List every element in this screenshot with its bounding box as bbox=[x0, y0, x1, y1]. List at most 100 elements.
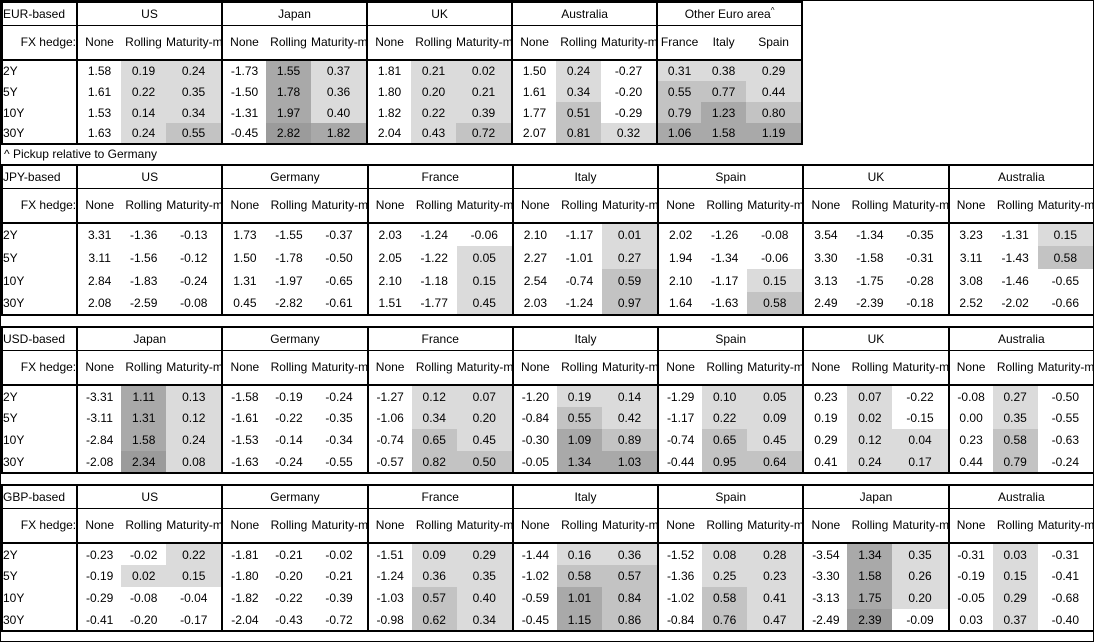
value-cell: -0.08 bbox=[947, 385, 993, 407]
fx-hedge-column-header: Maturity-matched bbox=[456, 350, 513, 386]
fx-hedge-column-header: Rolling bbox=[266, 350, 312, 386]
value-cell: 0.03 bbox=[947, 609, 993, 631]
value-cell: 3.54 bbox=[802, 223, 848, 246]
fx-hedge-column-header: None bbox=[657, 350, 703, 386]
value-cell: -0.44 bbox=[657, 451, 703, 473]
value-cell: 1.50 bbox=[221, 246, 267, 269]
value-cell: 0.02 bbox=[847, 407, 893, 429]
tenor-label: 2Y bbox=[3, 547, 18, 562]
value-cell: 0.65 bbox=[702, 429, 748, 451]
value-cell: 0.19 bbox=[556, 385, 602, 407]
value-cell: 0.03 bbox=[992, 543, 1038, 565]
fx-hedge-column-header: Maturity-matched bbox=[456, 508, 513, 544]
value-cell: 0.62 bbox=[411, 609, 457, 631]
country-header: Japan bbox=[802, 485, 949, 509]
country-name: UK bbox=[867, 331, 885, 346]
tenor-label: 30Y bbox=[3, 126, 25, 140]
country-header: US bbox=[76, 485, 223, 509]
value-cell: -0.27 bbox=[614, 64, 643, 78]
tenor-label: 2Y bbox=[3, 228, 18, 242]
country-header: Italy bbox=[511, 485, 659, 509]
value-cell: 2.52 bbox=[947, 292, 993, 315]
value-cell: 1.82 bbox=[366, 102, 412, 123]
value-cell: -2.02 bbox=[1001, 296, 1029, 310]
fx-hedge-column-header: Maturity-matched bbox=[892, 188, 949, 224]
value-cell: 1.97 bbox=[266, 102, 312, 123]
value-cell: 1.61 bbox=[511, 81, 557, 102]
value-cell: -0.98 bbox=[366, 609, 412, 631]
value-cell: 0.36 bbox=[411, 565, 457, 587]
value-cell: 1.55 bbox=[266, 60, 312, 81]
value-cell: 0.81 bbox=[556, 123, 602, 144]
value-cell: -0.06 bbox=[761, 250, 789, 265]
value-cell: 0.58 bbox=[702, 587, 748, 609]
value-cell: -0.74 bbox=[657, 429, 703, 451]
fx-hedge-column-header: Rolling bbox=[702, 350, 748, 386]
value-cell: -1.02 bbox=[657, 587, 703, 609]
value-cell: -0.65 bbox=[325, 273, 353, 288]
value-cell: -0.72 bbox=[325, 612, 353, 627]
value-cell: 0.35 bbox=[166, 81, 223, 102]
value-cell: -1.36 bbox=[130, 228, 158, 242]
fx-hedge-column-header: Maturity-matched bbox=[166, 350, 223, 386]
country-header: UK bbox=[366, 2, 513, 26]
value-cell: 2.34 bbox=[121, 451, 167, 473]
base-currency-label: GBP-based bbox=[2, 485, 78, 509]
value-cell: -0.34 bbox=[325, 433, 353, 447]
value-cell: 0.55 bbox=[556, 407, 602, 429]
value-cell: 0.22 bbox=[702, 407, 748, 429]
value-cell: -0.24 bbox=[275, 454, 303, 469]
value-cell: 0.35 bbox=[992, 407, 1038, 429]
country-name: UK bbox=[867, 169, 885, 184]
country-name: Germany bbox=[270, 331, 320, 346]
value-cell: 1.03 bbox=[601, 451, 659, 473]
value-cell: -1.46 bbox=[1001, 273, 1029, 288]
fx-hedge-column-header: None bbox=[802, 508, 848, 544]
value-cell: 0.23 bbox=[802, 385, 848, 407]
country-name: Italy bbox=[574, 331, 597, 346]
value-cell: 1.73 bbox=[221, 223, 267, 246]
country-header: Japan bbox=[76, 327, 223, 351]
value-cell: -1.58 bbox=[856, 250, 884, 265]
country-name: Italy bbox=[574, 489, 597, 504]
country-header: France bbox=[366, 327, 513, 351]
country-name: Japan bbox=[133, 331, 167, 346]
country-header: Italy bbox=[511, 165, 659, 189]
value-cell: -1.03 bbox=[366, 587, 412, 609]
value-cell: -0.20 bbox=[275, 569, 303, 583]
value-cell: 0.37 bbox=[992, 609, 1038, 631]
value-cell: -0.37 bbox=[325, 228, 353, 242]
value-cell: 0.77 bbox=[701, 81, 747, 102]
value-cell: 0.34 bbox=[456, 609, 513, 631]
value-cell: -3.31 bbox=[76, 385, 122, 407]
value-cell: 0.76 bbox=[702, 609, 748, 631]
tenor-label: 2Y bbox=[3, 64, 18, 78]
value-cell: 1.63 bbox=[76, 123, 121, 144]
fx-hedge-column-header: Maturity-matched bbox=[456, 25, 513, 61]
value-cell: 2.54 bbox=[511, 269, 557, 292]
fx-hedge-column-header: None bbox=[366, 508, 412, 544]
value-cell: 0.08 bbox=[702, 543, 748, 565]
fx-hedge-column-header: Maturity-matched bbox=[601, 25, 658, 61]
fx-hedge-column-header: Rolling bbox=[266, 25, 312, 61]
fx-hedge-column-header: Maturity-matched bbox=[1037, 508, 1093, 544]
fx-hedge-column-header: None bbox=[76, 188, 122, 224]
fx-hedge-column-header: France bbox=[656, 25, 702, 61]
usd-based-table-slot: USD-based Japan Germany France Italy Spain UK A… bbox=[1, 326, 1093, 474]
fx-hedge-column-header: Rolling bbox=[556, 25, 602, 61]
value-cell: 0.29 bbox=[802, 429, 848, 451]
value-cell: 0.24 bbox=[847, 451, 893, 473]
value-cell: -2.08 bbox=[76, 451, 122, 473]
value-cell: -0.39 bbox=[325, 591, 353, 605]
value-cell: -0.14 bbox=[275, 433, 303, 447]
value-cell: -1.17 bbox=[711, 273, 739, 288]
value-cell: 0.34 bbox=[166, 102, 223, 123]
tenor-label: 5Y bbox=[3, 411, 18, 425]
value-cell: -1.82 bbox=[221, 587, 267, 609]
value-cell: -0.02 bbox=[325, 547, 353, 562]
tenor-label: 10Y bbox=[3, 105, 25, 120]
value-cell: -0.20 bbox=[130, 612, 158, 627]
value-cell: -0.31 bbox=[1051, 547, 1080, 562]
value-cell: 0.10 bbox=[702, 385, 748, 407]
fx-hedge-column-header: None bbox=[947, 188, 993, 224]
